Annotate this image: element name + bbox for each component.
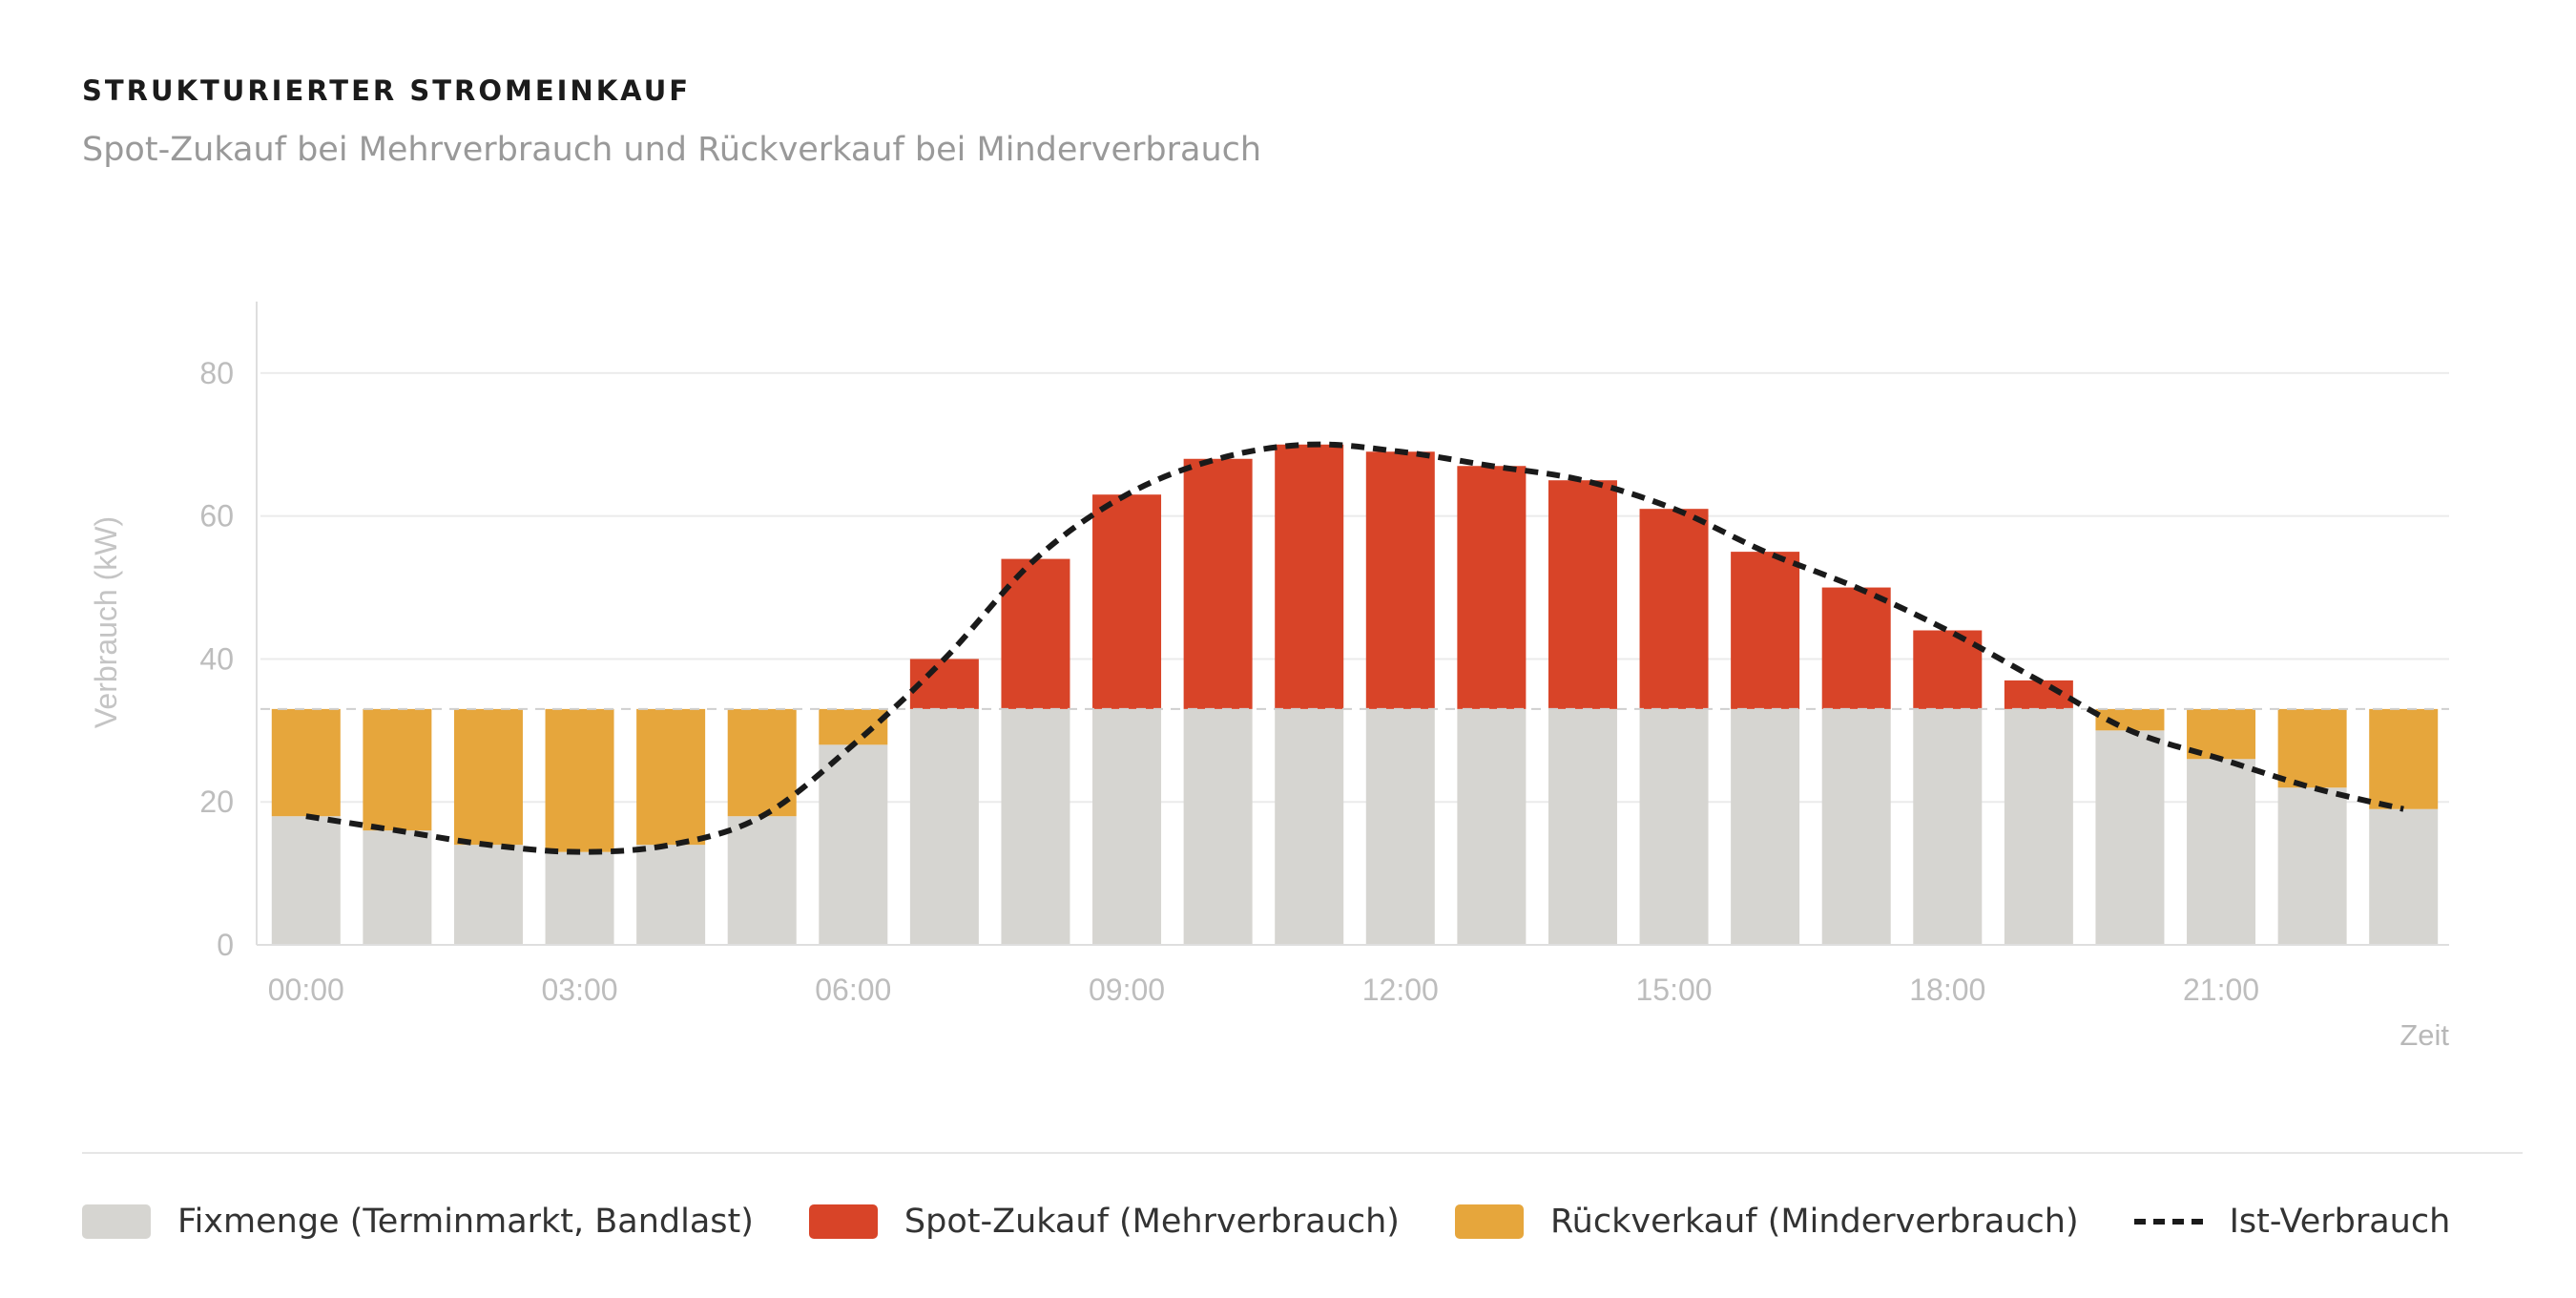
bar-fixmenge	[1548, 708, 1617, 945]
y-tick-label: 40	[199, 641, 234, 676]
bar-rueckverkauf	[271, 708, 341, 817]
grid-layer	[260, 371, 2449, 804]
axis-layer: 0 20 40 60 80 00:00 03:00 06:00 09:00 12:00 15:00 1…	[199, 302, 2449, 1007]
bar-fixmenge	[2369, 808, 2439, 945]
bar-spot-zukauf	[1365, 451, 1435, 709]
y-tick-label: 60	[199, 499, 234, 534]
x-tick-label: 15:00	[1636, 973, 1713, 1007]
legend-label-rueck: Rückverkauf (Minderverbrauch)	[1549, 1203, 2079, 1241]
legend-item-spot: Spot-Zukauf (Mehrverbrauch)	[808, 1203, 1400, 1241]
bar-fixmenge	[2004, 708, 2073, 945]
bar-spot-zukauf	[1092, 494, 1162, 709]
legend-item-ist: Ist-Verbrauch	[2133, 1203, 2451, 1241]
bar-fixmenge	[819, 744, 888, 945]
bar-fixmenge	[545, 851, 614, 945]
bar-fixmenge	[271, 816, 341, 945]
ist-verbrauch-line	[305, 441, 2404, 855]
legend-swatch-ist	[2133, 1219, 2203, 1225]
bar-spot-zukauf	[1731, 552, 1800, 709]
chart-subtitle: Spot-Zukauf bei Mehrverbrauch und Rückve…	[82, 131, 1262, 169]
legend: Fixmenge (Terminmarkt, Bandlast) Spot-Zu…	[82, 1203, 2505, 1241]
chart-area: 0 20 40 60 80 00:00 03:00 06:00 09:00 12:00 15:00 1…	[89, 302, 2449, 1052]
legend-item-fix: Fixmenge (Terminmarkt, Bandlast)	[82, 1203, 754, 1241]
bar-rueckverkauf	[2095, 708, 2165, 731]
x-tick-label: 06:00	[815, 973, 891, 1007]
bar-fixmenge	[2277, 787, 2347, 945]
bar-fixmenge	[1275, 708, 1344, 945]
legend-swatch-spot	[808, 1204, 878, 1239]
bar-fixmenge	[909, 708, 979, 945]
bar-fixmenge	[2187, 759, 2256, 945]
x-tick-label: 09:00	[1089, 973, 1165, 1007]
y-tick-label: 0	[217, 928, 234, 962]
bar-rueckverkauf	[636, 708, 706, 846]
bar-spot-zukauf	[1548, 480, 1617, 709]
x-tick-label: 21:00	[2183, 973, 2259, 1007]
x-axis-label: Zeit	[2399, 1018, 2449, 1052]
y-tick-label: 80	[199, 356, 234, 390]
legend-divider	[82, 1152, 2523, 1154]
bar-fixmenge	[1821, 708, 1891, 945]
bar-fixmenge	[1457, 708, 1527, 945]
bar-fixmenge	[1913, 708, 1983, 945]
legend-swatch-fix	[82, 1204, 151, 1239]
legend-swatch-rueck	[1454, 1204, 1524, 1239]
bar-spot-zukauf	[1913, 630, 1983, 709]
bar-fixmenge	[636, 845, 706, 945]
bar-spot-zukauf	[1821, 587, 1891, 709]
legend-label-fix: Fixmenge (Terminmarkt, Bandlast)	[177, 1203, 754, 1241]
legend-label-ist: Ist-Verbrauch	[2229, 1203, 2451, 1241]
line-layer	[305, 441, 2404, 855]
chart-title: STRUKTURIERTER STROMEINKAUF	[82, 74, 692, 107]
x-tick-label: 03:00	[542, 973, 618, 1007]
bar-rueckverkauf	[2277, 708, 2347, 788]
x-tick-label: 00:00	[268, 973, 344, 1007]
bar-spot-zukauf	[1001, 558, 1070, 709]
bar-spot-zukauf	[1275, 444, 1344, 709]
bar-fixmenge	[453, 845, 523, 945]
bar-fixmenge	[1183, 708, 1253, 945]
bar-rueckverkauf	[819, 708, 888, 745]
legend-label-spot: Spot-Zukauf (Mehrverbrauch)	[904, 1203, 1400, 1241]
x-tick-label: 12:00	[1362, 973, 1439, 1007]
bar-rueckverkauf	[363, 708, 432, 831]
bar-spot-zukauf	[1639, 509, 1709, 709]
bar-rueckverkauf	[2369, 708, 2439, 809]
bar-layer	[271, 444, 2439, 945]
bar-rueckverkauf	[453, 708, 523, 846]
bar-fixmenge	[727, 816, 797, 945]
bar-fixmenge	[1001, 708, 1070, 945]
bar-fixmenge	[1365, 708, 1435, 945]
x-tick-label: 18:00	[1909, 973, 1985, 1007]
bar-rueckverkauf	[545, 708, 614, 852]
y-tick-label: 20	[199, 785, 234, 819]
y-axis-label: Verbrauch (kW)	[89, 516, 123, 728]
bar-fixmenge	[1639, 708, 1709, 945]
bar-fixmenge	[363, 830, 432, 945]
bar-spot-zukauf	[2004, 680, 2073, 709]
bar-spot-zukauf	[1183, 458, 1253, 709]
legend-item-rueck: Rückverkauf (Minderverbrauch)	[1454, 1203, 2079, 1241]
bar-spot-zukauf	[1457, 466, 1527, 709]
bar-fixmenge	[1092, 708, 1162, 945]
bar-fixmenge	[1731, 708, 1800, 945]
bar-fixmenge	[2095, 730, 2165, 945]
